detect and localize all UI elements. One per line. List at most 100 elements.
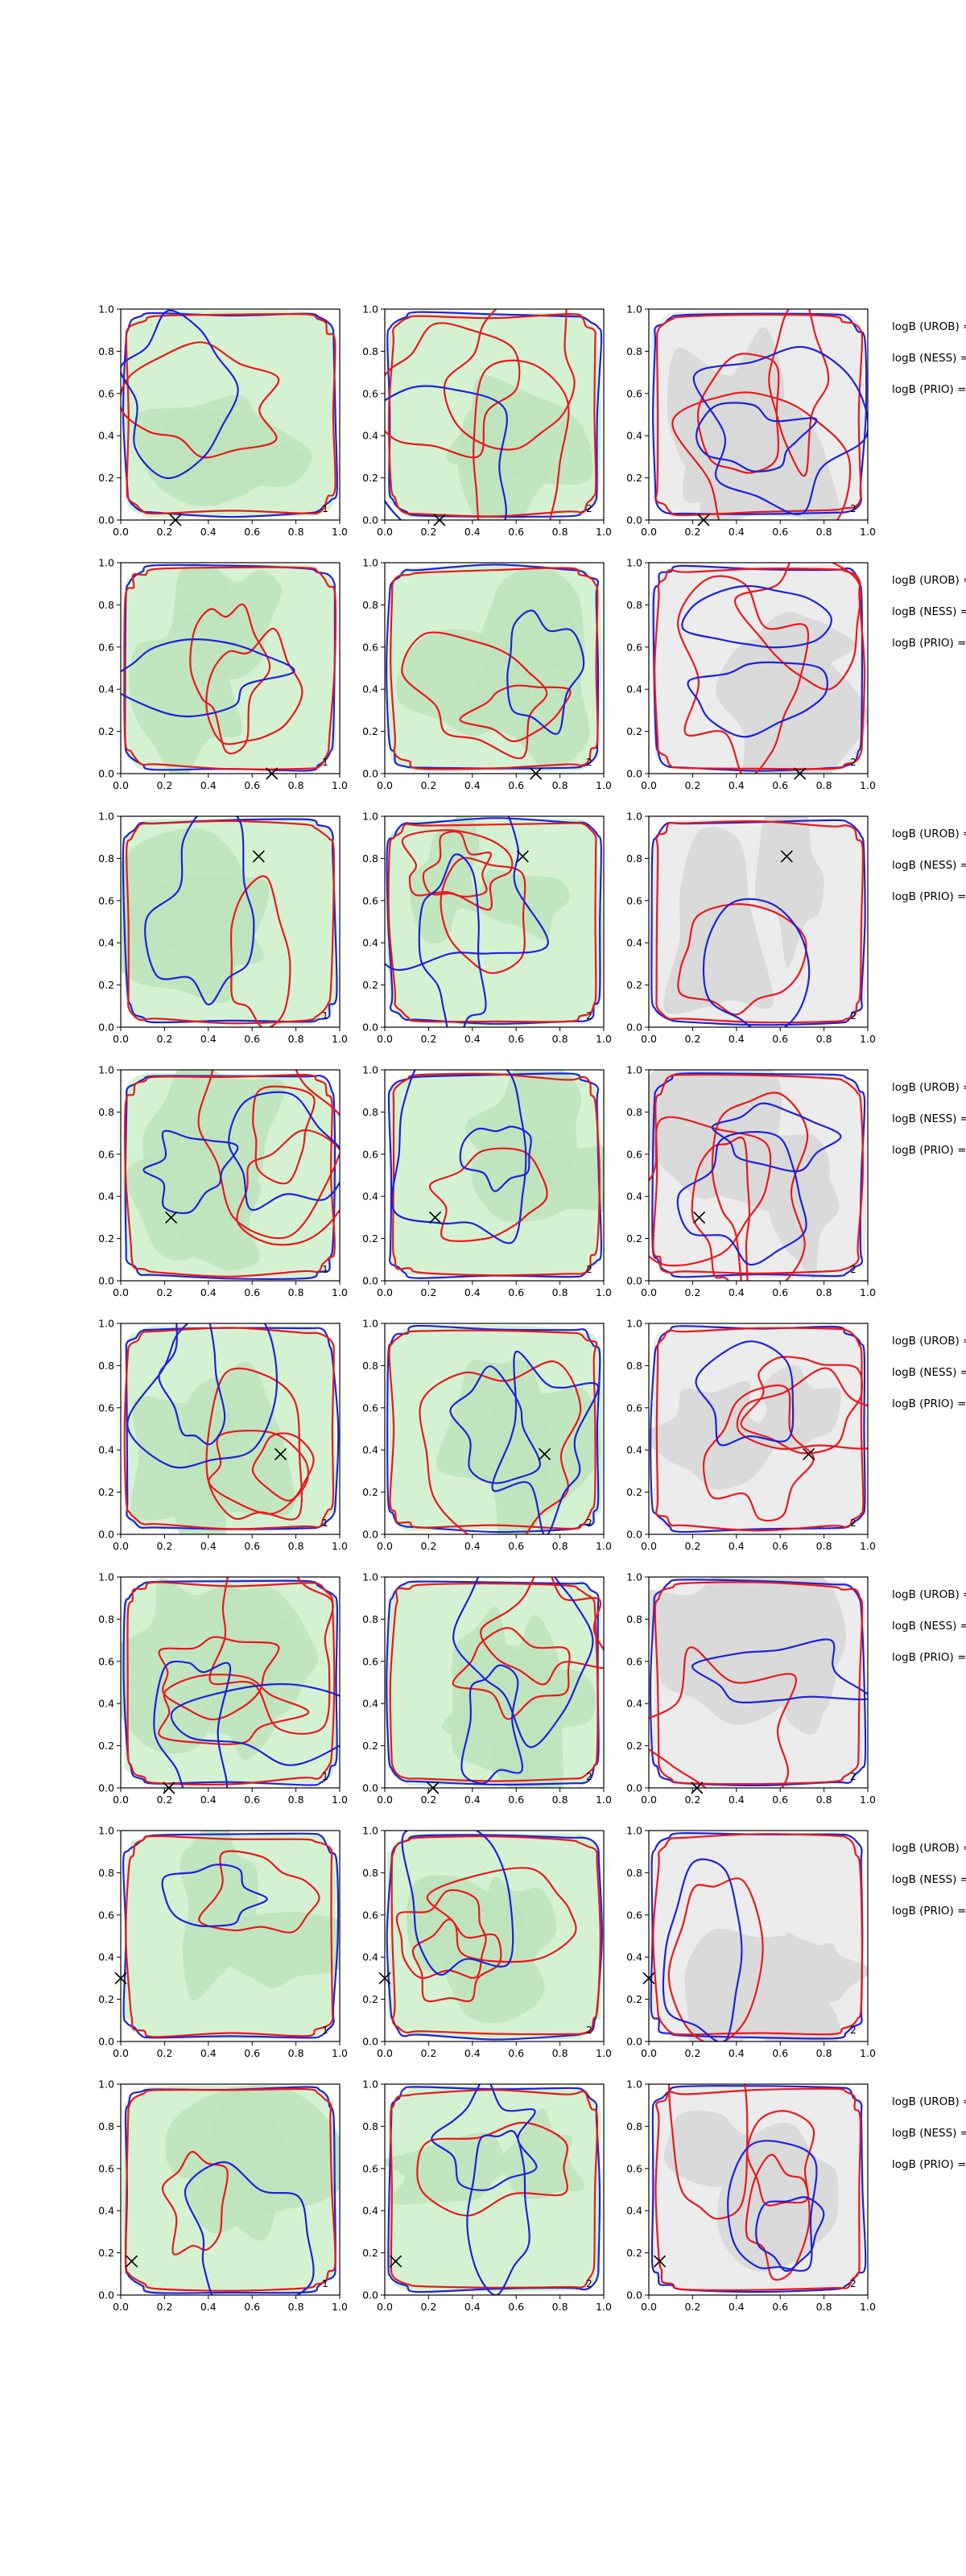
blue-contour: [459, 1125, 532, 1192]
row-legend-text: logB (UROB) =: [892, 828, 966, 840]
x-tick-label: 0.2: [684, 526, 700, 538]
row-legend-text: logB (PRIO) =: [892, 637, 966, 650]
blue-contour: [153, 1660, 232, 1788]
panel-label: 2: [850, 2025, 857, 2036]
x-tick-label: 0.4: [729, 2047, 745, 2059]
y-tick-label: 0.6: [362, 2162, 378, 2174]
x-tick-label: 0.4: [200, 1540, 217, 1552]
axes-frame: [120, 1830, 341, 2042]
red-contour: [385, 322, 521, 459]
panel-r3-c3: 2 0.0 0.2 0.4 0.6 0.8 1.0 0.0 0.2 0.4 0.6 0.8 1.0: [626, 811, 876, 1046]
y-tick-label: 0.4: [98, 1698, 114, 1710]
red-contour: [443, 309, 576, 451]
x-tick-label: 0.6: [772, 1794, 788, 1806]
axes-frame: [384, 1069, 605, 1282]
y-tick-label: 0.0: [626, 1529, 642, 1541]
blue-contour: [170, 1682, 340, 1766]
marker-x: [428, 1211, 442, 1224]
panel-label: 2: [850, 1010, 857, 1022]
x-tick-label: 0.2: [156, 1540, 172, 1552]
x-tick-label: 0.0: [641, 779, 657, 791]
x-tick-label: 0.4: [200, 779, 217, 791]
y-tick-label: 0.2: [626, 1232, 642, 1245]
panel-label: 1: [322, 757, 328, 768]
x-tick-label: 0.0: [113, 2301, 129, 2313]
blue-contour: [466, 2129, 530, 2295]
panel-r5-c2: 2 0.0 0.2 0.4 0.6 0.8 1.0 0.0 0.2 0.4 0.6 0.8 1.0: [362, 1318, 612, 1553]
x-tick-label: 0.4: [464, 2301, 481, 2313]
x-tick-label: 1.0: [860, 1540, 876, 1552]
blue-contour: [681, 584, 832, 649]
y-tick-label: 0.6: [362, 1148, 378, 1160]
x-tick-label: 0.4: [200, 526, 217, 538]
x-tick-label: 0.0: [113, 2047, 129, 2059]
red-contour: [677, 903, 807, 1016]
x-tick-label: 1.0: [596, 2047, 612, 2059]
y-tick-label: 1.0: [98, 1064, 114, 1076]
red-contour: [416, 2121, 568, 2217]
red-contour: [667, 1877, 764, 2041]
panel-label: 1: [322, 2025, 328, 2036]
red-contour: [427, 1867, 577, 1963]
blue-contour: [401, 1831, 514, 1976]
row-legend-text: logB (PRIO) =: [892, 1397, 966, 1410]
y-tick-label: 0.6: [626, 894, 642, 906]
blue-contour: [386, 1580, 600, 1786]
x-tick-label: 0.4: [464, 1794, 481, 1806]
panel-label: 2: [586, 2025, 592, 2036]
y-tick-label: 0.2: [98, 1486, 114, 1498]
y-tick-label: 1.0: [626, 2079, 642, 2091]
blue-contour: [695, 1340, 795, 1447]
y-tick-label: 0.4: [98, 1951, 114, 1963]
y-tick-label: 0.4: [98, 1191, 114, 1203]
y-tick-label: 0.8: [362, 1106, 378, 1118]
x-tick-label: 0.0: [641, 1794, 657, 1806]
y-tick-label: 0.2: [626, 1486, 642, 1498]
density-blob: [752, 1577, 847, 1735]
x-tick-label: 0.4: [464, 1286, 481, 1298]
panel-label: 2: [586, 503, 592, 514]
x-tick-label: 0.2: [156, 1286, 172, 1298]
x-tick-label: 0.4: [729, 2301, 745, 2313]
blue-contour: [431, 2084, 538, 2191]
x-tick-label: 0.0: [113, 526, 129, 538]
x-tick-label: 1.0: [332, 2301, 348, 2313]
red-contour: [655, 819, 865, 1024]
y-tick-label: 0.8: [626, 852, 642, 865]
y-tick-label: 0.6: [362, 641, 378, 653]
x-tick-label: 0.6: [772, 526, 788, 538]
blue-contour: [460, 1664, 523, 1785]
x-tick-label: 0.2: [420, 779, 436, 791]
marker-x: [252, 850, 265, 863]
blue-contour: [711, 1102, 842, 1173]
x-tick-label: 0.8: [552, 526, 568, 538]
y-tick-label: 1.0: [626, 303, 642, 316]
x-tick-label: 0.2: [684, 1540, 700, 1552]
y-tick-label: 0.8: [98, 852, 114, 865]
y-tick-label: 1.0: [98, 1571, 114, 1583]
axes-frame: [648, 1576, 869, 1789]
panel-label: 2: [850, 1771, 857, 1782]
red-contour: [390, 567, 599, 770]
x-tick-label: 0.2: [684, 1286, 700, 1298]
panel-r1-c1: 1 0.0 0.2 0.4 0.6 0.8 1.0 0.0 0.2 0.4 0.6 0.8 1.0: [98, 303, 348, 539]
y-tick-label: 0.0: [362, 2289, 378, 2301]
blue-contour: [491, 1351, 600, 1534]
x-tick-label: 0.0: [377, 1286, 393, 1298]
x-tick-label: 1.0: [860, 2047, 876, 2059]
red-contour: [205, 1367, 303, 1521]
x-tick-label: 0.6: [244, 779, 260, 791]
red-contour: [121, 341, 280, 459]
y-tick-label: 0.8: [362, 1867, 378, 1879]
y-tick-label: 0.2: [626, 979, 642, 991]
y-tick-label: 0.0: [362, 1529, 378, 1541]
red-contour: [691, 1136, 751, 1281]
red-contour: [387, 312, 597, 518]
red-contour: [389, 1582, 599, 1782]
panel-r7-c2: 2 0.0 0.2 0.4 0.6 0.8 1.0 0.0 0.2 0.4 0.6 0.8 1.0: [362, 1825, 612, 2060]
axes-frame: [384, 1576, 605, 1789]
panel-label: 2: [586, 1010, 592, 1022]
blue-contour: [650, 819, 866, 1026]
x-tick-label: 0.8: [816, 2301, 832, 2313]
x-tick-label: 0.4: [464, 526, 481, 538]
